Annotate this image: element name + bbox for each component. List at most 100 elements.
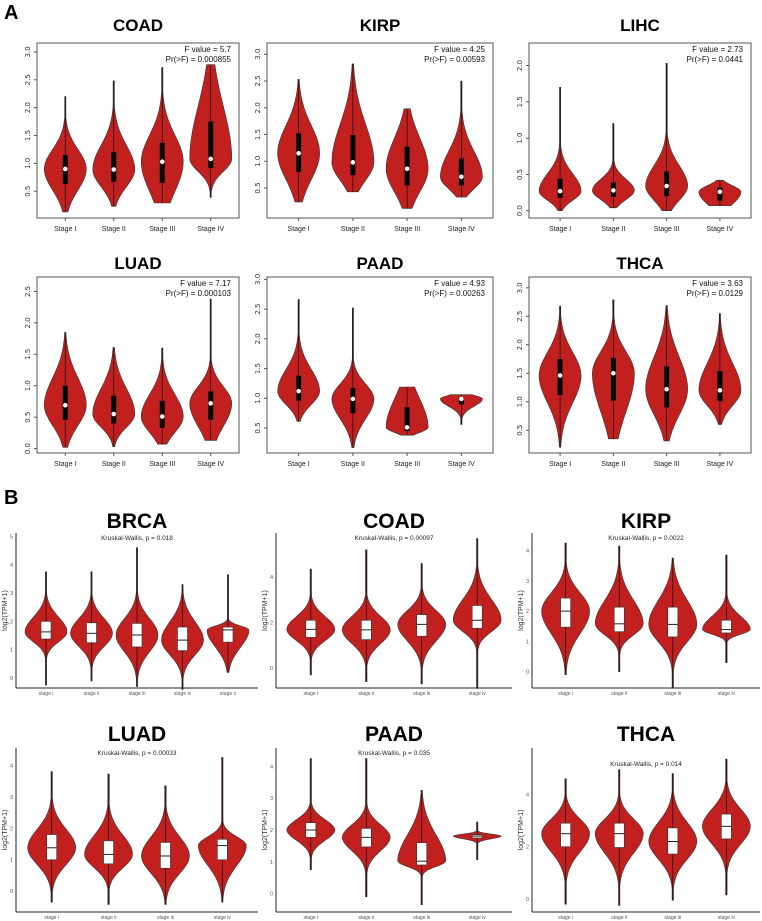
y-tick-label: 2 bbox=[526, 845, 529, 851]
box bbox=[40, 621, 52, 640]
box bbox=[305, 619, 317, 638]
y-tick-label: 1.0 bbox=[516, 133, 524, 144]
y-tick-label: 0.0 bbox=[516, 205, 524, 216]
x-tick-label: Stage IV bbox=[197, 461, 224, 468]
box bbox=[667, 606, 679, 638]
x-tick-label: Stage III bbox=[149, 226, 175, 233]
plot-frame bbox=[36, 276, 240, 454]
iqr-bar bbox=[404, 407, 410, 431]
y-tick-label: 2.0 bbox=[254, 333, 262, 344]
plot-frame bbox=[266, 42, 494, 219]
y-tick-label: 0.5 bbox=[516, 169, 524, 180]
y-tick-label: 0.5 bbox=[254, 422, 262, 433]
iqr-bar bbox=[458, 158, 464, 186]
y-tick-label: 2.5 bbox=[516, 311, 524, 322]
median-dot bbox=[62, 166, 68, 172]
x-tick-label: Stage II bbox=[341, 226, 365, 233]
stat-text: Kruskal-Wallis, p = 0.0022 bbox=[608, 535, 684, 542]
y-tick-label: 1.0 bbox=[24, 380, 32, 391]
median-dot bbox=[111, 167, 117, 172]
y-tick-label: 2 bbox=[10, 619, 13, 625]
panel-title: THCA bbox=[617, 723, 675, 746]
stat-text: F value = 7.17 bbox=[180, 279, 231, 288]
x-tick-label: stage iii bbox=[664, 915, 681, 921]
y-tick-label: 1.0 bbox=[24, 158, 32, 169]
y-tick-label: 2 bbox=[526, 609, 529, 615]
y-tick-label: 4 bbox=[270, 575, 273, 581]
figure-label-a: A bbox=[4, 2, 19, 24]
box bbox=[613, 822, 625, 848]
x-tick-label: Stage II bbox=[601, 226, 625, 233]
y-tick-label: 2.5 bbox=[24, 286, 32, 297]
stat-text: F value = 3.63 bbox=[692, 279, 743, 288]
y-axis-label: log2(TPM+1) bbox=[518, 810, 525, 851]
x-tick-label: stage iii bbox=[157, 915, 174, 921]
iqr-bar bbox=[208, 121, 214, 168]
violin-panel-luad-b: LUAD log2(TPM+1) 0 1 2 3 4 Kruskal-Wallis, p = … bbox=[2, 723, 258, 921]
y-tick-label: 1.5 bbox=[254, 129, 262, 140]
stat-text: Pr(>F) = 0.000855 bbox=[166, 55, 232, 64]
y-tick-label: 0 bbox=[270, 892, 273, 898]
y-tick-label: 2.0 bbox=[254, 102, 262, 113]
median-dot bbox=[664, 386, 669, 392]
stat-text: F value = 4.93 bbox=[434, 279, 485, 288]
median-dot bbox=[557, 188, 563, 194]
y-tick-label: 2.5 bbox=[24, 74, 32, 85]
x-tick-label: Stage IV bbox=[448, 461, 475, 468]
x-tick-label: Stage III bbox=[654, 461, 680, 468]
panel-title: LUAD bbox=[108, 723, 166, 746]
y-tick-label: 0.5 bbox=[254, 182, 262, 193]
y-tick-label: 3 bbox=[270, 796, 273, 802]
median-dot bbox=[159, 414, 165, 419]
x-tick-label: stage iii bbox=[664, 691, 681, 697]
y-tick-label: 1.0 bbox=[254, 156, 262, 167]
box bbox=[103, 840, 114, 865]
violin-panel-thca-a: THCA 0.5 1.0 1.5 2.0 2.5 3.0 F value = 3.63Pr(>… bbox=[516, 254, 752, 468]
x-tick-label: Stage II bbox=[601, 461, 625, 468]
x-tick-label: stage iii bbox=[129, 691, 146, 697]
x-tick-label: stage iii bbox=[413, 691, 430, 697]
violin-panel-kirp-a: KIRP 0.5 1.0 1.5 2.0 2.5 3.0 F value = 4.25Pr(>… bbox=[254, 16, 494, 233]
stat-text: F value = 2.73 bbox=[692, 45, 743, 54]
y-tick-label: 2.0 bbox=[24, 102, 32, 113]
x-tick-label: stage i bbox=[303, 915, 318, 921]
x-tick-label: Stage I bbox=[54, 461, 76, 468]
x-tick-label: stage iv bbox=[469, 915, 487, 921]
panel-title: LUAD bbox=[114, 254, 161, 273]
violin-panel-luad-a: LUAD 0.0 0.5 1.0 1.5 2.0 2.5 F value = 7.17Pr(>… bbox=[24, 254, 240, 468]
y-tick-label: 0 bbox=[526, 670, 529, 676]
x-tick-label: stage iii bbox=[413, 915, 430, 921]
iqr-bar bbox=[296, 375, 302, 401]
x-tick-label: Stage IV bbox=[448, 226, 475, 233]
y-tick-label: 4 bbox=[270, 764, 273, 770]
x-tick-label: Stage I bbox=[54, 226, 76, 233]
iqr-bar bbox=[404, 146, 410, 186]
violin-panel-paad-b: PAAD log2(TPM+1) 0 1 2 3 4 Kruskal-Wallis, p = … bbox=[262, 723, 512, 921]
median-dot bbox=[350, 160, 356, 165]
y-tick-label: 4 bbox=[526, 549, 529, 555]
y-tick-label: 1 bbox=[10, 858, 13, 864]
violin-panel-coad-b: COAD log2(TPM+1) 0 2 4 Kruskal-Wallis, p = 0.… bbox=[262, 510, 512, 697]
x-tick-label: stage iv bbox=[718, 691, 736, 697]
y-tick-label: 3.0 bbox=[24, 46, 32, 57]
x-tick-label: stage ii bbox=[101, 915, 117, 921]
stat-text: Pr(>F) = 0.0129 bbox=[687, 289, 744, 298]
median-dot bbox=[296, 388, 301, 394]
x-tick-label: stage ii bbox=[611, 915, 627, 921]
violin-panel-lihc-a: LIHC 0.0 0.5 1.0 1.5 2.0 F value = 2.73Pr(>F) … bbox=[516, 16, 752, 233]
stat-text: Kruskal-Wallis, p = 0.035 bbox=[358, 750, 430, 757]
violin-panel-paad-a: PAAD 0.5 1.0 1.5 2.0 2.5 3.0 F value = 4.93Pr(>… bbox=[254, 254, 494, 468]
x-tick-label: Stage I bbox=[549, 226, 571, 233]
median-dot bbox=[459, 174, 464, 180]
panel-title: LIHC bbox=[620, 16, 660, 35]
y-tick-label: 4 bbox=[10, 763, 13, 769]
box bbox=[721, 619, 732, 634]
y-tick-label: 0 bbox=[10, 889, 13, 895]
x-tick-label: stage ii bbox=[84, 691, 100, 697]
y-axis-label: log2(TPM+1) bbox=[2, 590, 9, 631]
median-dot bbox=[611, 370, 616, 376]
box bbox=[46, 834, 57, 861]
stat-text: Pr(>F) = 0.00263 bbox=[424, 289, 485, 298]
y-tick-label: 1.5 bbox=[24, 130, 32, 141]
stat-text: Pr(>F) = 0.000103 bbox=[166, 289, 232, 298]
